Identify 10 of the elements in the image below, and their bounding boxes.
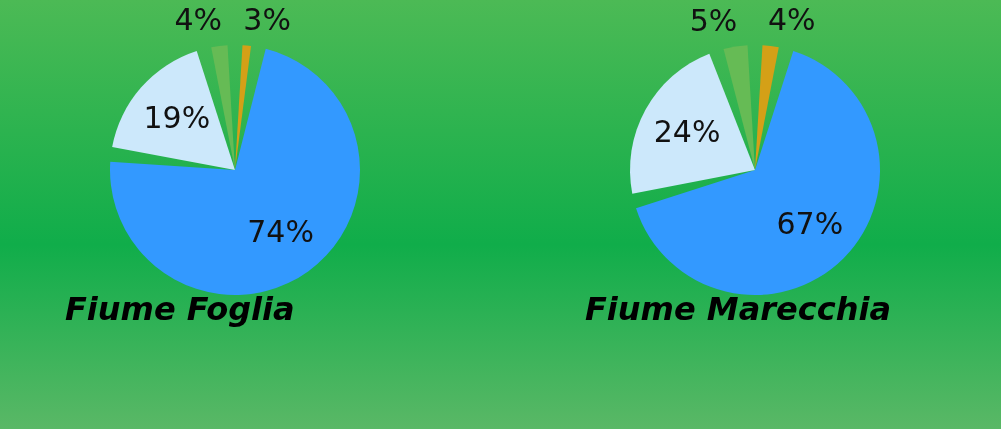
data-label: 4% <box>174 2 222 38</box>
text: Fiume Marecchia <box>585 290 891 328</box>
text: Fiume Foglia <box>65 290 295 328</box>
data-label: 4% <box>768 2 816 38</box>
data-label: 24% <box>653 113 721 149</box>
data-label: 67% <box>776 205 844 241</box>
data-label: 3% <box>243 1 291 37</box>
data-label: 19% <box>143 99 211 135</box>
data-label: 74% <box>247 213 314 249</box>
data-label: 5% <box>689 2 738 38</box>
